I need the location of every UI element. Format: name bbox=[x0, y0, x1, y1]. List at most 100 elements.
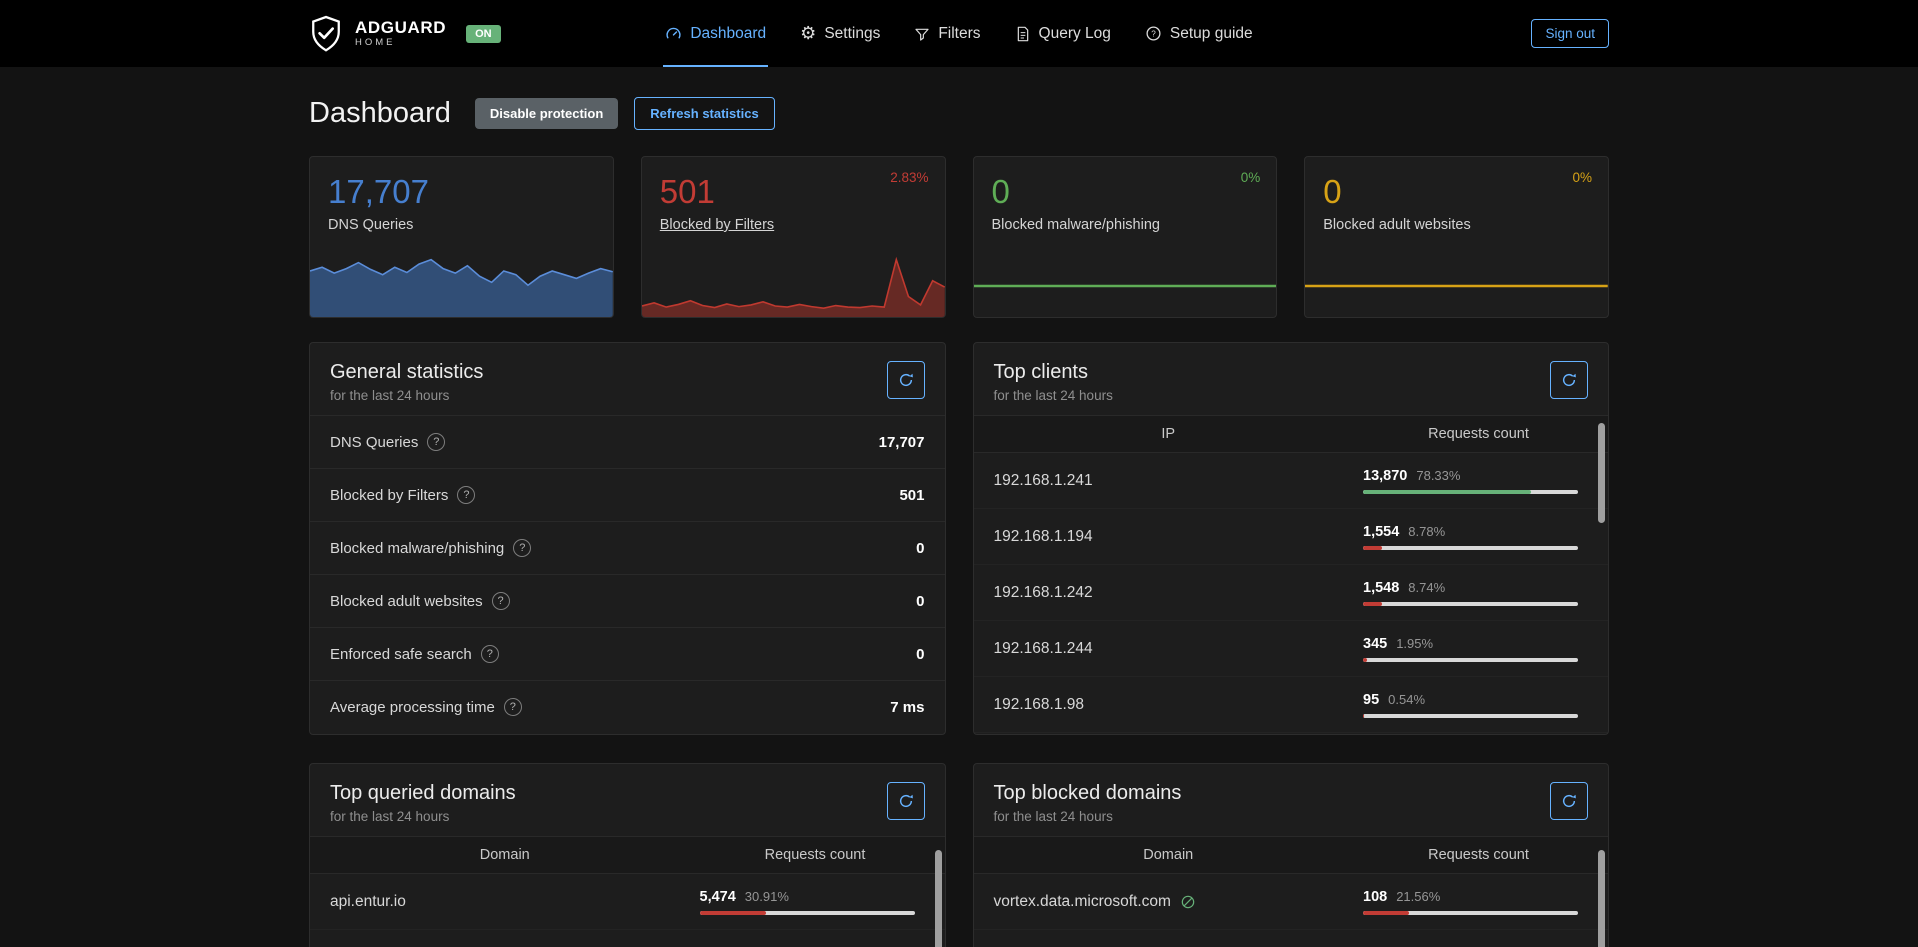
stat-row-safe-search: Enforced safe search? 0 bbox=[310, 627, 945, 680]
stat-row-dns-queries: DNS Queries? 17,707 bbox=[310, 415, 945, 468]
blocked-by-filters-percent: 2.83% bbox=[890, 170, 929, 185]
dns-queries-value: 17,707 bbox=[328, 173, 429, 210]
panel-title: General statistics bbox=[330, 361, 484, 383]
request-count: 345 bbox=[1363, 635, 1388, 652]
request-percent: 21.56% bbox=[1396, 888, 1441, 904]
panel-subtitle: for the last 24 hours bbox=[993, 388, 1113, 403]
scrollbar-thumb[interactable] bbox=[1598, 423, 1605, 523]
nav-settings[interactable]: ⚙ Settings bbox=[798, 0, 882, 67]
table-header: Domain Requests count bbox=[310, 836, 945, 874]
row-value: 501 bbox=[899, 486, 925, 504]
row-value: 7 ms bbox=[890, 698, 925, 716]
panel-title: Top clients bbox=[993, 361, 1089, 383]
request-bar bbox=[1363, 910, 1578, 915]
blocked-adult-label: Blocked adult websites bbox=[1323, 217, 1471, 233]
nav-query-log[interactable]: Query Log bbox=[1013, 0, 1113, 67]
general-statistics-panel: General statistics for the last 24 hours… bbox=[309, 342, 946, 735]
row-label: Blocked malware/phishing bbox=[330, 539, 505, 557]
scrollbar-thumb[interactable] bbox=[1598, 850, 1605, 947]
request-count: 108 bbox=[1363, 888, 1388, 905]
help-icon[interactable]: ? bbox=[503, 698, 522, 716]
protection-on-badge: ON bbox=[466, 24, 501, 43]
nav-dashboard[interactable]: Dashboard bbox=[663, 0, 769, 67]
dns-queries-sparkline bbox=[310, 255, 613, 317]
refresh-button[interactable] bbox=[886, 782, 925, 820]
col-domain: Domain bbox=[1143, 847, 1194, 863]
row-value: 0 bbox=[916, 645, 925, 663]
adguard-home-logo[interactable]: ADGUARD HOME ON bbox=[309, 15, 663, 53]
blocked-malware-percent: 0% bbox=[1240, 170, 1261, 185]
request-percent: 8.78% bbox=[1408, 523, 1446, 539]
refresh-icon bbox=[1561, 793, 1577, 809]
col-ip: IP bbox=[1161, 426, 1176, 442]
blocked-by-filters-link[interactable]: Blocked by Filters bbox=[659, 217, 775, 233]
domain-name: api.entur.io bbox=[330, 892, 406, 910]
refresh-button[interactable] bbox=[1550, 782, 1588, 820]
request-bar bbox=[1363, 601, 1578, 606]
disable-protection-button[interactable]: Disable protection bbox=[474, 98, 619, 129]
row-label: Blocked adult websites bbox=[330, 592, 483, 610]
stat-row-blocked-adult: Blocked adult websites? 0 bbox=[310, 574, 945, 627]
request-bar bbox=[1363, 713, 1578, 718]
client-ip: 192.168.1.242 bbox=[993, 583, 1093, 601]
svg-text:?: ? bbox=[1151, 29, 1156, 38]
row-label: DNS Queries bbox=[330, 433, 419, 451]
col-requests-count: Requests count bbox=[764, 847, 866, 863]
top-navbar: ADGUARD HOME ON Dashboard ⚙ Settings Fil… bbox=[0, 0, 1918, 67]
nav-label: Dashboard bbox=[690, 24, 767, 42]
sign-out-button[interactable]: Sign out bbox=[1531, 19, 1610, 48]
dns-queries-card: 17,707 DNS Queries bbox=[309, 156, 614, 318]
scrollbar-thumb[interactable] bbox=[934, 850, 942, 947]
stat-row-blocked-malware: Blocked malware/phishing? 0 bbox=[310, 521, 945, 574]
request-count: 95 bbox=[1363, 691, 1380, 708]
row-label: Blocked by Filters bbox=[330, 486, 449, 504]
request-bar bbox=[1363, 489, 1578, 494]
brand-subtitle: HOME bbox=[355, 36, 396, 48]
dashboard-icon bbox=[665, 25, 682, 42]
blocked-malware-value: 0 bbox=[991, 173, 1010, 210]
help-icon[interactable]: ? bbox=[457, 486, 476, 504]
help-icon[interactable]: ? bbox=[513, 539, 532, 557]
client-row: 192.168.1.98 95 0.54% bbox=[973, 677, 1608, 733]
main-nav: Dashboard ⚙ Settings Filters Query Log bbox=[663, 0, 1254, 67]
request-count: 1,548 bbox=[1363, 579, 1400, 596]
request-count: 1,554 bbox=[1363, 523, 1400, 540]
row-value: 0 bbox=[916, 592, 925, 610]
gear-icon: ⚙ bbox=[800, 22, 817, 44]
top-clients-panel: Top clients for the last 24 hours IP Req… bbox=[972, 342, 1609, 735]
stat-row-blocked-filters: Blocked by Filters? 501 bbox=[310, 468, 945, 521]
unblock-icon[interactable] bbox=[1180, 894, 1196, 910]
row-value: 0 bbox=[916, 539, 925, 557]
domain-row: api.entur.io 5,474 30.91% bbox=[310, 874, 945, 930]
page-title: Dashboard bbox=[309, 97, 451, 129]
help-icon[interactable]: ? bbox=[480, 645, 499, 663]
client-row: 192.168.1.194 1,554 8.78% bbox=[973, 509, 1608, 565]
blocked-malware-label: Blocked malware/phishing bbox=[991, 217, 1160, 233]
table-header: Domain Requests count bbox=[973, 836, 1608, 874]
help-icon[interactable]: ? bbox=[491, 592, 510, 610]
refresh-icon bbox=[1561, 372, 1577, 388]
nav-label: Settings bbox=[824, 24, 881, 42]
request-percent: 30.91% bbox=[744, 888, 789, 904]
dns-queries-label: DNS Queries bbox=[328, 217, 414, 233]
domain-name: vortex.data.microsoft.com bbox=[993, 892, 1171, 910]
nav-filters[interactable]: Filters bbox=[912, 0, 982, 67]
help-icon[interactable]: ? bbox=[427, 433, 446, 451]
blocked-adult-sparkline bbox=[1305, 255, 1608, 317]
refresh-button[interactable] bbox=[1550, 361, 1588, 399]
blocked-by-filters-value: 501 bbox=[659, 173, 715, 210]
client-ip: 192.168.1.98 bbox=[993, 695, 1085, 713]
request-percent: 0.54% bbox=[1388, 691, 1426, 707]
blocked-malware-card: 0 Blocked malware/phishing 0% bbox=[972, 156, 1278, 318]
shield-logo-icon bbox=[309, 15, 343, 53]
table-header: IP Requests count bbox=[973, 415, 1608, 453]
refresh-button[interactable] bbox=[886, 361, 925, 399]
domain-row: vortex.data.microsoft.com 108 21.56% bbox=[973, 874, 1608, 930]
refresh-statistics-button[interactable]: Refresh statistics bbox=[634, 97, 775, 130]
client-row: 192.168.1.242 1,548 8.74% bbox=[973, 565, 1608, 621]
nav-setup-guide[interactable]: ? Setup guide bbox=[1143, 0, 1255, 67]
question-circle-icon: ? bbox=[1145, 25, 1162, 42]
blocked-adult-value: 0 bbox=[1323, 173, 1342, 210]
row-label: Average processing time bbox=[330, 698, 495, 716]
top-queried-domains-panel: Top queried domains for the last 24 hour… bbox=[309, 763, 946, 947]
